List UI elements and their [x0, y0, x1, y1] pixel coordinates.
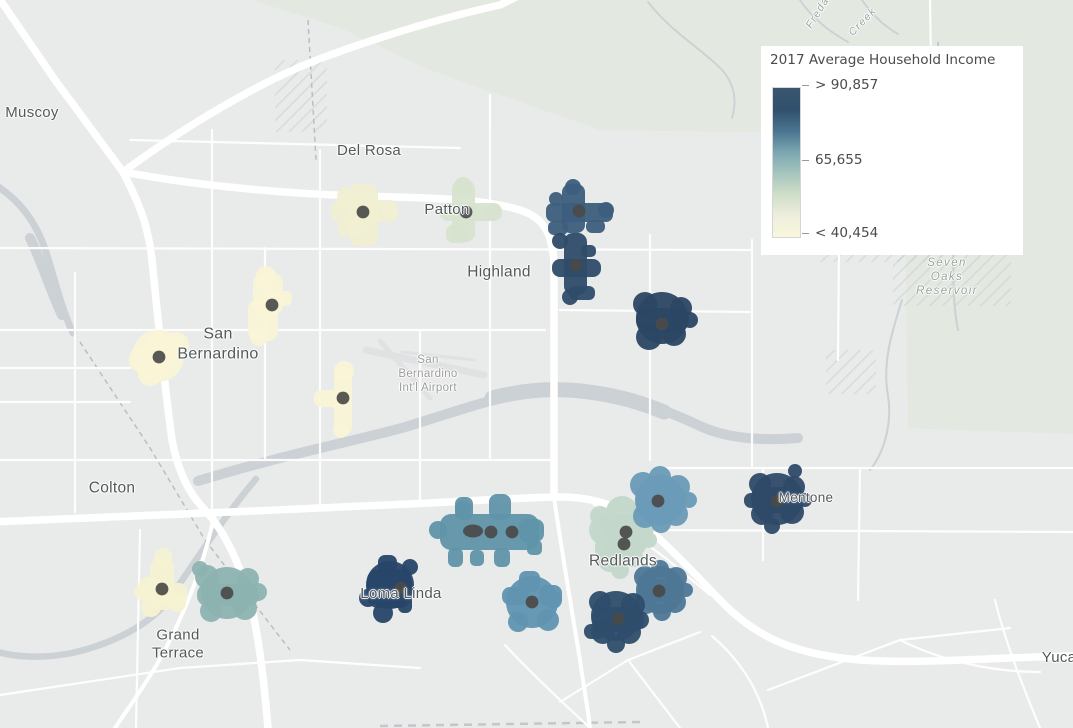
centroid-dot-loma-linda-east[interactable] — [525, 595, 539, 609]
map-label-yucaipa: Yuca — [1041, 648, 1073, 666]
centroid-dot-highland-east[interactable] — [655, 317, 669, 331]
centroid-dot-colton-se[interactable] — [155, 582, 169, 596]
map-label-muscoy: Muscoy — [5, 103, 59, 121]
map-label-del-rosa: Del Rosa — [336, 141, 402, 159]
map-label-redlands: Redlands — [589, 552, 657, 570]
region-del-rosa[interactable] — [331, 184, 398, 246]
map-label-patton: Patton — [424, 200, 470, 218]
centroid-dot-redlands-central[interactable] — [617, 537, 631, 551]
region-colton-se[interactable] — [134, 548, 187, 617]
centroid-dots-layer — [152, 204, 784, 626]
centroid-dot-loma-linda-north[interactable] — [484, 525, 498, 539]
centroid-dot-redlands-central[interactable] — [619, 525, 633, 539]
legend-min-label: < 40,454 — [815, 225, 879, 241]
centroid-dot-highland-north[interactable] — [572, 204, 586, 218]
map-label-colton: Colton — [88, 479, 136, 497]
map-label-mentone: Mentone — [778, 489, 834, 505]
legend-max-label: > 90,857 — [815, 77, 879, 93]
legend-tick-min — [802, 233, 809, 234]
centroid-dot-redlands-northeast[interactable] — [651, 494, 665, 508]
map-label-grand-terrace: Grand Terrace — [151, 626, 205, 662]
legend-panel[interactable]: 2017 Average Household Income > 90,857 6… — [761, 46, 1023, 255]
centroid-dot-redlands-southeast[interactable] — [652, 584, 666, 598]
centroid-dot-mentone[interactable] — [770, 494, 784, 508]
legend-mid-label: 65,655 — [815, 152, 863, 168]
centroid-dot-loma-linda-north[interactable] — [463, 524, 483, 538]
region-patton[interactable] — [440, 177, 502, 243]
map-label-loma-linda: Loma Linda — [360, 584, 442, 602]
centroid-dot-highland-central[interactable] — [569, 258, 583, 272]
centroid-dot-sb-north[interactable] — [265, 298, 279, 312]
legend-gradient-bar — [772, 87, 801, 238]
map-label-san-bernardino: San Bernardino — [177, 325, 259, 362]
map-label-sb-intl-airport: San Bernardino Int'l Airport — [398, 353, 458, 395]
centroid-dot-grand-terrace-east[interactable] — [220, 586, 234, 600]
centroid-dot-del-rosa[interactable] — [356, 205, 370, 219]
centroid-dot-redlands-south[interactable] — [611, 612, 625, 626]
legend-tick-mid — [802, 160, 809, 161]
legend-title: 2017 Average Household Income — [770, 52, 996, 68]
map-label-highland: Highland — [467, 263, 531, 281]
centroid-dot-patton[interactable] — [459, 205, 473, 219]
legend-tick-max — [802, 85, 809, 86]
region-loma-linda-north[interactable] — [429, 494, 544, 567]
region-redlands-northeast[interactable] — [630, 466, 697, 533]
map-label-seven-oaks-reservoir: Seven Oaks Reservoir — [916, 256, 978, 298]
region-highland-central[interactable] — [552, 233, 601, 305]
centroid-dot-sb-west[interactable] — [152, 350, 166, 364]
centroid-dot-sb-airport[interactable] — [336, 391, 350, 405]
river-wash-layer — [0, 0, 959, 660]
centroid-dot-loma-linda[interactable] — [394, 581, 408, 595]
region-redlands-central[interactable] — [589, 496, 657, 579]
airport-runways — [362, 338, 488, 401]
centroid-dot-loma-linda-north[interactable] — [505, 525, 519, 539]
region-loma-linda[interactable] — [359, 555, 418, 623]
